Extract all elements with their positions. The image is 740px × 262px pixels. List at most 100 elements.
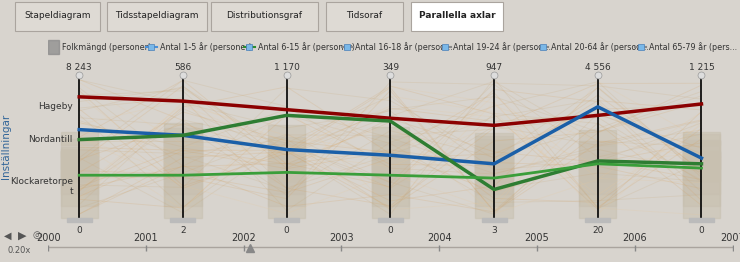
Bar <box>371 156 409 194</box>
FancyBboxPatch shape <box>107 2 207 31</box>
Text: 1 170: 1 170 <box>274 63 300 72</box>
Bar <box>164 128 201 181</box>
Bar <box>61 148 98 194</box>
Bar <box>475 151 513 218</box>
Text: Klockaretorpe
t: Klockaretorpe t <box>10 177 73 196</box>
Text: Antal 20-64 år (person...: Antal 20-64 år (person... <box>551 42 649 52</box>
Bar <box>475 147 513 194</box>
Bar <box>61 151 98 169</box>
FancyBboxPatch shape <box>15 2 100 31</box>
Bar <box>683 141 720 169</box>
Bar <box>579 145 616 181</box>
Text: 2: 2 <box>180 226 186 235</box>
Text: Stapeldiagram: Stapeldiagram <box>24 11 90 20</box>
Text: 2000: 2000 <box>36 233 61 243</box>
Text: Tidsstapeldiagram: Tidsstapeldiagram <box>115 11 199 20</box>
Bar <box>164 133 201 194</box>
Bar <box>164 151 201 218</box>
Text: 586: 586 <box>175 63 192 72</box>
Bar <box>585 218 610 222</box>
Text: 0.20x: 0.20x <box>7 246 30 255</box>
Text: 2006: 2006 <box>622 233 647 243</box>
Text: 20: 20 <box>592 226 603 235</box>
Text: Antal 65-79 år (pers...: Antal 65-79 år (pers... <box>649 42 737 52</box>
Bar <box>683 152 720 218</box>
Bar <box>164 135 201 157</box>
Bar <box>275 218 299 222</box>
Bar <box>475 136 513 181</box>
Bar <box>579 154 616 194</box>
Bar <box>475 144 513 157</box>
Bar <box>683 156 720 206</box>
Bar <box>164 123 201 169</box>
Bar <box>67 218 92 222</box>
Text: Antal 1-5 år (personer): Antal 1-5 år (personer) <box>160 42 252 52</box>
Text: Folkmängd (personer): Folkmängd (personer) <box>62 43 151 52</box>
Text: 0: 0 <box>699 226 704 235</box>
Bar <box>268 125 306 145</box>
Bar <box>61 151 98 206</box>
Bar <box>268 158 306 194</box>
Text: 4 556: 4 556 <box>585 63 610 72</box>
Text: 2005: 2005 <box>525 233 549 243</box>
Text: 1 215: 1 215 <box>689 63 714 72</box>
Text: 0: 0 <box>283 226 289 235</box>
Bar <box>268 137 306 157</box>
Text: 0: 0 <box>388 226 393 235</box>
Text: 8 243: 8 243 <box>67 63 92 72</box>
Text: Distributionsgraf: Distributionsgraf <box>226 11 303 20</box>
FancyBboxPatch shape <box>326 2 403 31</box>
Bar <box>475 133 513 145</box>
Bar <box>482 218 506 222</box>
Text: Antal 19-24 år (person...: Antal 19-24 år (person... <box>454 42 551 52</box>
Bar <box>378 218 403 222</box>
Bar <box>164 135 201 145</box>
Text: 3: 3 <box>491 226 497 235</box>
Bar <box>268 171 306 218</box>
Text: 947: 947 <box>485 63 502 72</box>
Text: 349: 349 <box>382 63 399 72</box>
Bar <box>61 149 98 181</box>
Bar <box>268 164 306 206</box>
Text: Antal 6-15 år (personer): Antal 6-15 år (personer) <box>258 42 354 52</box>
Text: Parallella axlar: Parallella axlar <box>419 11 495 20</box>
Bar <box>164 143 201 206</box>
Bar <box>61 133 98 145</box>
Bar <box>579 130 616 145</box>
Bar <box>579 141 616 157</box>
Bar <box>371 136 409 157</box>
Text: ◎: ◎ <box>33 231 41 241</box>
Bar <box>475 139 513 206</box>
Bar <box>683 134 720 145</box>
Text: 2001: 2001 <box>134 233 158 243</box>
Bar <box>268 154 306 181</box>
Text: Antal 16-18 år (person...: Antal 16-18 år (person... <box>355 42 453 52</box>
Text: 2007: 2007 <box>720 233 740 243</box>
Bar <box>579 159 616 218</box>
FancyBboxPatch shape <box>211 2 318 31</box>
Text: Nordantill: Nordantill <box>29 135 73 144</box>
Bar <box>371 142 409 169</box>
Text: 0: 0 <box>76 226 82 235</box>
Text: ▶: ▶ <box>18 231 27 241</box>
Bar <box>170 218 195 222</box>
Bar <box>371 150 409 181</box>
Bar <box>475 150 513 169</box>
Text: Inställningar: Inställningar <box>1 114 11 179</box>
Text: Tidsoraf: Tidsoraf <box>346 11 383 20</box>
Bar <box>371 165 409 206</box>
Bar <box>371 160 409 218</box>
Bar <box>61 139 98 157</box>
Bar <box>61 151 98 218</box>
Bar <box>683 132 720 157</box>
Bar <box>268 142 306 169</box>
Bar <box>579 154 616 206</box>
Bar <box>689 218 714 222</box>
FancyBboxPatch shape <box>411 2 503 31</box>
Bar <box>48 40 59 54</box>
Text: ◀: ◀ <box>4 231 11 241</box>
Bar <box>683 151 720 194</box>
Text: Hageby: Hageby <box>38 102 73 111</box>
Text: 2004: 2004 <box>427 233 451 243</box>
Bar <box>579 141 616 169</box>
